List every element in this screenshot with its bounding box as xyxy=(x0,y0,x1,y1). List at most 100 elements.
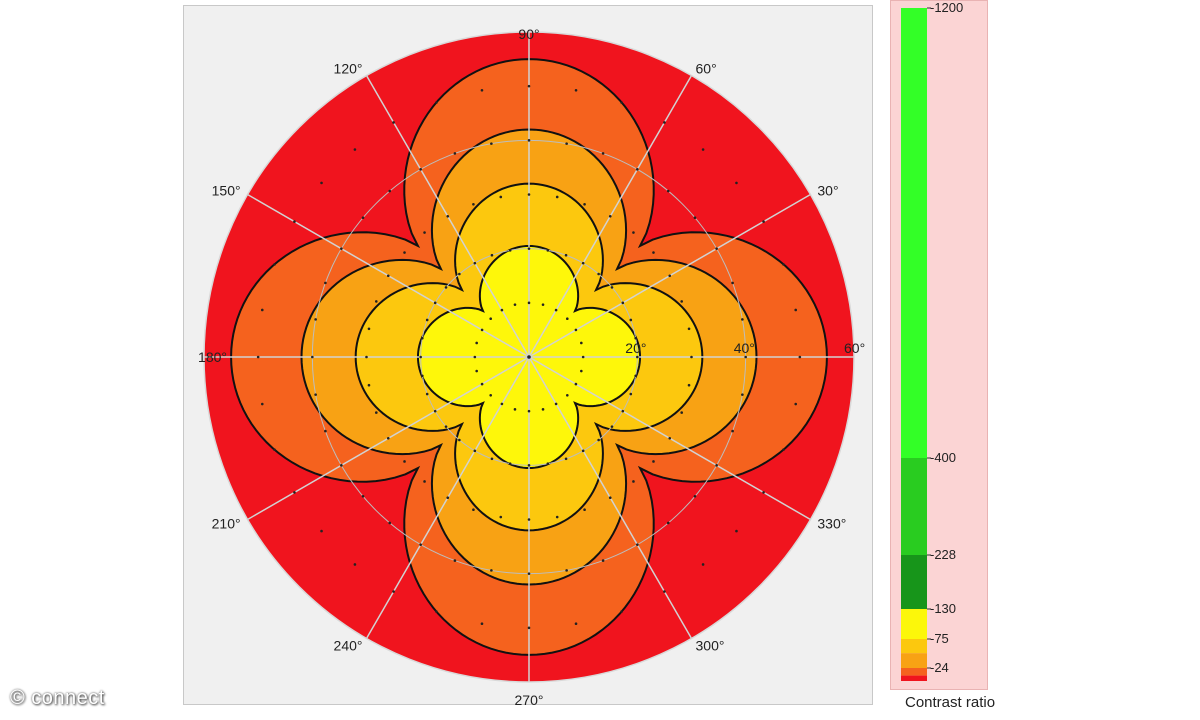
measurement-dot xyxy=(541,408,545,411)
measurement-dot xyxy=(597,272,600,276)
measurement-dot xyxy=(475,341,478,345)
colorbar-tick-label-75: -75 xyxy=(930,631,949,646)
colorbar-tick-label-130: -130 xyxy=(930,601,956,616)
measurement-dot xyxy=(421,336,424,340)
measurement-dot xyxy=(419,168,422,171)
measurement-dot xyxy=(361,216,365,220)
measurement-dot xyxy=(458,272,461,276)
measurement-dot xyxy=(444,286,448,289)
measurement-dot xyxy=(566,394,569,397)
measurement-dot xyxy=(513,303,517,306)
measurement-dot xyxy=(565,569,568,572)
measurement-dot xyxy=(629,392,633,396)
polar-contour-chart: 90° 60° 30° 120° 150° 180° 210° 240° 270° 300° 330… xyxy=(198,26,865,706)
measurement-dot xyxy=(260,402,264,406)
measurement-dot xyxy=(386,436,390,440)
measurement-dot xyxy=(508,249,512,252)
measurement-dot xyxy=(508,462,512,465)
measurement-dot xyxy=(324,281,327,285)
measurement-dot xyxy=(367,327,371,331)
measurement-dot xyxy=(480,328,484,332)
measurement-dot xyxy=(636,543,639,546)
measurement-dot xyxy=(690,355,693,359)
measurement-dot xyxy=(527,301,531,305)
measurement-dot xyxy=(256,355,260,359)
measurement-dot xyxy=(564,253,568,257)
measurement-dot xyxy=(621,301,625,305)
measurement-dot xyxy=(260,308,264,312)
measurement-dot xyxy=(453,152,457,155)
angle-label-180: 180° xyxy=(198,349,227,365)
measurement-dot xyxy=(392,121,395,124)
colorbar-segment-130-228 xyxy=(901,555,927,609)
measurement-dot xyxy=(499,515,503,519)
measurement-dot xyxy=(353,563,357,566)
measurement-dot xyxy=(500,402,504,406)
measurement-dot xyxy=(574,622,578,626)
measurement-dot xyxy=(629,318,633,322)
measurement-dot xyxy=(608,214,612,218)
measurement-dot xyxy=(652,251,655,254)
measurement-dot xyxy=(741,318,744,321)
measurement-dot xyxy=(361,494,365,498)
angle-label-30: 30° xyxy=(817,183,838,199)
measurement-dot xyxy=(574,328,578,332)
measurement-dot xyxy=(499,195,503,199)
measurement-dot xyxy=(293,220,296,223)
measurement-dot xyxy=(386,274,390,278)
measurement-dot xyxy=(490,457,494,461)
angle-label-150: 150° xyxy=(212,183,241,199)
measurement-dot xyxy=(311,355,314,359)
measurement-dot xyxy=(527,409,531,413)
measurement-dot xyxy=(273,263,276,266)
measurement-dot xyxy=(388,189,392,193)
measurement-dot xyxy=(715,464,718,467)
measurement-dot xyxy=(446,214,450,218)
measurement-dot xyxy=(527,518,531,521)
measurement-dot xyxy=(610,286,614,289)
measurement-dot xyxy=(425,318,429,322)
measurement-dot xyxy=(433,301,437,305)
measurement-dot xyxy=(423,231,426,234)
angle-label-120: 120° xyxy=(334,61,363,77)
measurement-dot xyxy=(715,247,718,250)
measurement-dot xyxy=(500,308,504,312)
measurement-dot xyxy=(762,220,765,223)
measurement-dot xyxy=(473,449,477,453)
measurement-dot xyxy=(314,393,317,396)
measurement-dot xyxy=(581,449,585,453)
measurement-dot xyxy=(365,355,368,359)
measurement-dot xyxy=(566,317,569,320)
measurement-dot xyxy=(374,411,378,414)
angle-label-240: 240° xyxy=(334,637,363,653)
measurement-dot xyxy=(564,457,568,461)
measurement-dot xyxy=(458,438,461,442)
measurement-dot xyxy=(581,261,585,265)
measurement-dot xyxy=(453,559,457,562)
measurement-dot xyxy=(666,521,670,525)
measurement-dot xyxy=(687,327,691,331)
measurement-dot xyxy=(340,464,343,467)
colorbar-segment-228-400 xyxy=(901,458,927,555)
measurement-dot xyxy=(794,402,798,406)
measurement-dot xyxy=(490,569,493,572)
measurement-dot xyxy=(320,181,323,185)
measurement-dot xyxy=(636,168,639,171)
measurement-dot xyxy=(735,181,738,185)
measurement-dot xyxy=(527,572,531,575)
measurement-dot xyxy=(620,101,623,104)
measurement-dot xyxy=(794,308,798,312)
measurement-dot xyxy=(693,494,697,498)
measurement-dot xyxy=(314,318,317,321)
measurement-dot xyxy=(597,438,600,442)
measurement-dot xyxy=(374,300,378,303)
measurement-dot xyxy=(554,308,558,312)
measurement-dot xyxy=(693,216,697,220)
polar-plot-area: 90° 60° 30° 120° 150° 180° 210° 240° 270° 300° 330… xyxy=(183,5,873,706)
measurement-dot xyxy=(668,274,672,278)
measurement-dot xyxy=(367,383,371,387)
measurement-dot xyxy=(527,247,531,250)
measurement-dot xyxy=(735,529,738,533)
colorbar-panel: -1200 -400 -228 -130 -75 -24 xyxy=(890,0,988,690)
measurement-dot xyxy=(513,408,517,411)
